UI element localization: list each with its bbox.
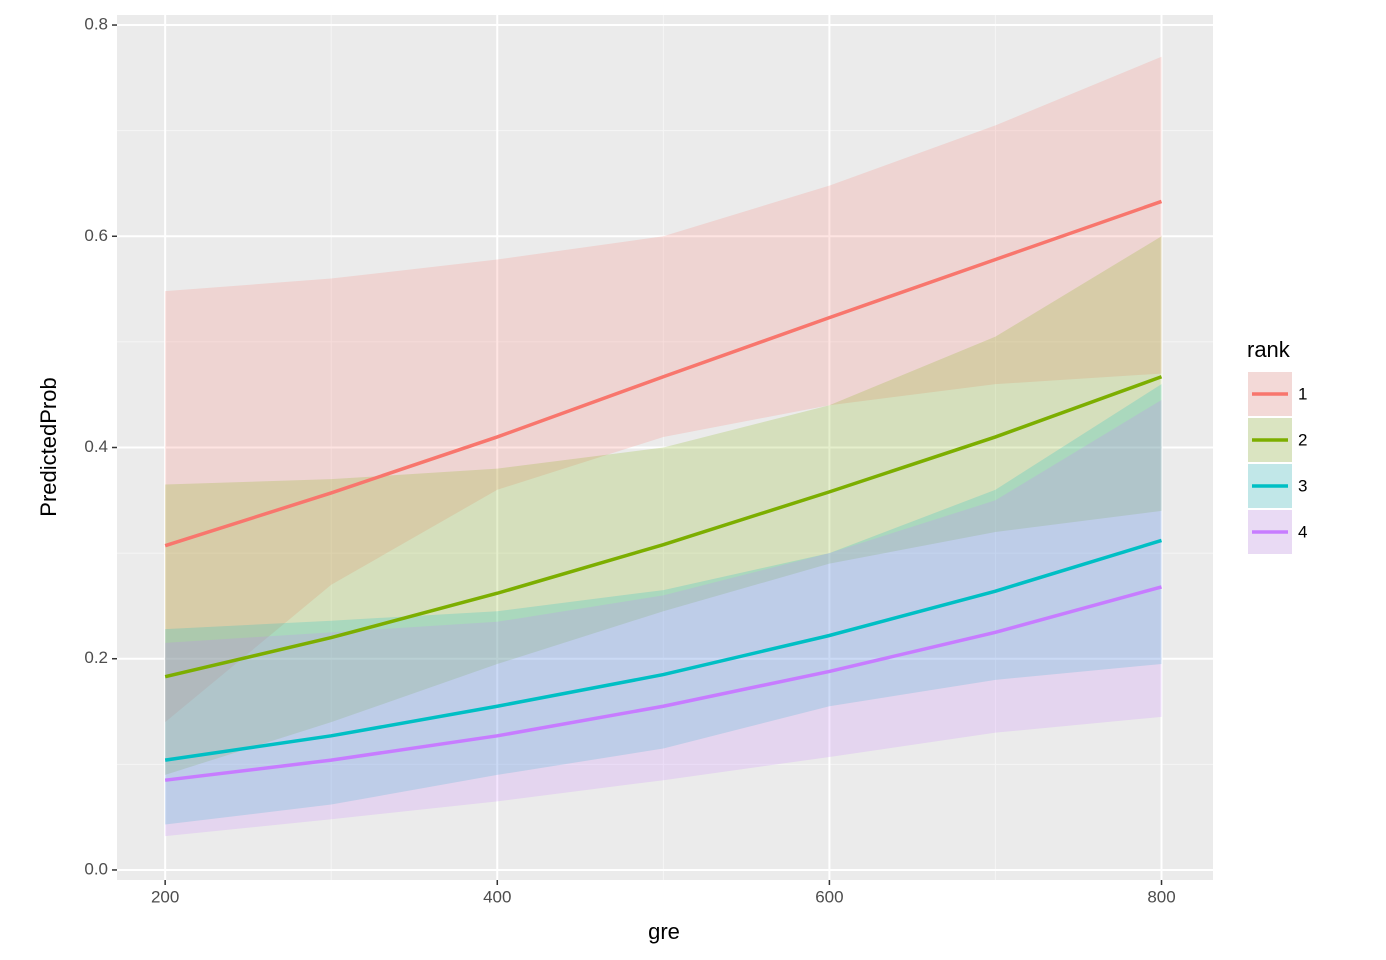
y-tick-label: 0.0 — [84, 859, 108, 878]
line — [164, 375, 1163, 679]
line — [164, 199, 1163, 548]
confidence-band — [165, 236, 1162, 775]
y-axis-label: PredictedProb — [36, 377, 61, 516]
x-tick-label: 400 — [483, 887, 511, 906]
confidence-band — [165, 399, 1162, 837]
y-tick-label: 0.2 — [84, 648, 108, 667]
legend-label: 1 — [1298, 384, 1307, 403]
x-axis-label: gre — [648, 919, 680, 944]
y-tick-label: 0.4 — [84, 437, 108, 456]
legend-label: 4 — [1298, 522, 1307, 541]
line — [164, 585, 1162, 782]
y-tick-label: 0.6 — [84, 226, 108, 245]
legend-label: 3 — [1298, 476, 1307, 495]
y-tick-label: 0.8 — [84, 15, 108, 34]
legend-label: 2 — [1298, 430, 1307, 449]
x-tick-label: 600 — [815, 887, 843, 906]
x-tick-label: 200 — [151, 887, 179, 906]
confidence-band — [165, 384, 1162, 825]
line — [164, 538, 1163, 762]
legend-title: rank — [1247, 337, 1291, 362]
x-tick-label: 800 — [1147, 887, 1175, 906]
confidence-band — [165, 56, 1162, 723]
